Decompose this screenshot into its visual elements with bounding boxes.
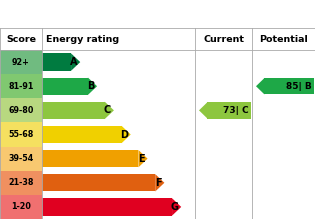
Text: B: B bbox=[87, 81, 94, 91]
Polygon shape bbox=[199, 102, 208, 118]
Text: A: A bbox=[70, 57, 77, 67]
Text: Energy rating: Energy rating bbox=[46, 35, 119, 44]
Bar bbox=[0, 147, 42, 171]
Text: 85| B: 85| B bbox=[286, 82, 312, 91]
Text: 81-91: 81-91 bbox=[8, 82, 34, 91]
Bar bbox=[42, 126, 122, 143]
Bar bbox=[42, 102, 105, 119]
Polygon shape bbox=[256, 78, 265, 94]
Bar bbox=[0, 50, 42, 74]
Bar bbox=[42, 198, 172, 216]
Text: 73| C: 73| C bbox=[223, 106, 249, 115]
Text: 1-20: 1-20 bbox=[11, 202, 31, 211]
Polygon shape bbox=[122, 126, 131, 143]
Polygon shape bbox=[71, 53, 80, 71]
Bar bbox=[42, 78, 88, 95]
Bar bbox=[42, 174, 155, 191]
Text: 21-38: 21-38 bbox=[8, 178, 34, 187]
Text: 69-80: 69-80 bbox=[8, 106, 34, 115]
Text: G: G bbox=[170, 202, 178, 212]
Text: F: F bbox=[155, 178, 161, 188]
Text: 92+: 92+ bbox=[12, 58, 30, 67]
Text: D: D bbox=[120, 129, 128, 140]
Bar bbox=[208, 102, 251, 118]
Bar bbox=[265, 78, 314, 94]
Polygon shape bbox=[88, 78, 97, 95]
Text: Potential: Potential bbox=[259, 35, 308, 44]
Text: Score: Score bbox=[6, 35, 36, 44]
Polygon shape bbox=[172, 198, 181, 216]
Polygon shape bbox=[138, 150, 147, 167]
Bar bbox=[0, 74, 42, 98]
Text: 55-68: 55-68 bbox=[8, 130, 34, 139]
Text: C: C bbox=[104, 105, 111, 115]
Text: E: E bbox=[138, 154, 145, 164]
Polygon shape bbox=[155, 174, 164, 191]
Bar bbox=[42, 53, 71, 71]
Bar bbox=[0, 122, 42, 147]
Bar bbox=[0, 98, 42, 122]
Polygon shape bbox=[105, 102, 114, 119]
Text: Current: Current bbox=[203, 35, 244, 44]
Text: 39-54: 39-54 bbox=[9, 154, 34, 163]
Bar bbox=[0, 195, 42, 219]
Text: Energy Efficiency Rating: Energy Efficiency Rating bbox=[5, 7, 188, 21]
Bar bbox=[42, 150, 138, 167]
Bar bbox=[0, 171, 42, 195]
